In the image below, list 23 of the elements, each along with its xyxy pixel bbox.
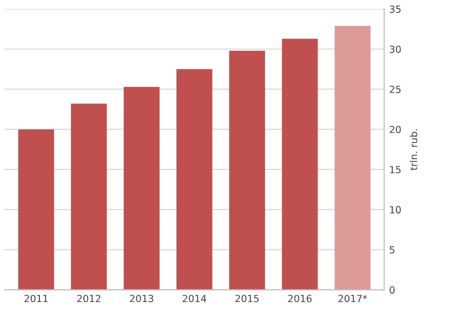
x-tick-label: 2015 bbox=[235, 294, 259, 302]
bar bbox=[18, 129, 54, 290]
x-tick-label: 2017* bbox=[338, 294, 368, 302]
y-tick-label: 20 bbox=[390, 126, 401, 134]
y-tick-label: 5 bbox=[390, 246, 394, 254]
x-tick-label: 2014 bbox=[182, 294, 206, 302]
y-tick-label: 25 bbox=[390, 86, 401, 94]
bar bbox=[334, 26, 370, 290]
y-tick-label: 35 bbox=[390, 5, 401, 13]
y-tick-label: 15 bbox=[390, 166, 401, 174]
x-tick-label: 2016 bbox=[288, 294, 312, 302]
y-tick-label: 30 bbox=[390, 46, 401, 53]
x-tick-label: 2011 bbox=[24, 294, 48, 302]
bar bbox=[124, 86, 160, 290]
bar bbox=[282, 38, 318, 290]
bar bbox=[176, 69, 212, 290]
x-tick-label: 2012 bbox=[77, 294, 100, 302]
bar bbox=[70, 104, 107, 290]
y-tick-label: 10 bbox=[390, 206, 401, 214]
bar bbox=[229, 50, 266, 290]
x-tick-label: 2013 bbox=[130, 294, 154, 302]
y-tick-label: 0 bbox=[390, 286, 395, 294]
y-axis-title: trln. rub. bbox=[410, 129, 418, 170]
